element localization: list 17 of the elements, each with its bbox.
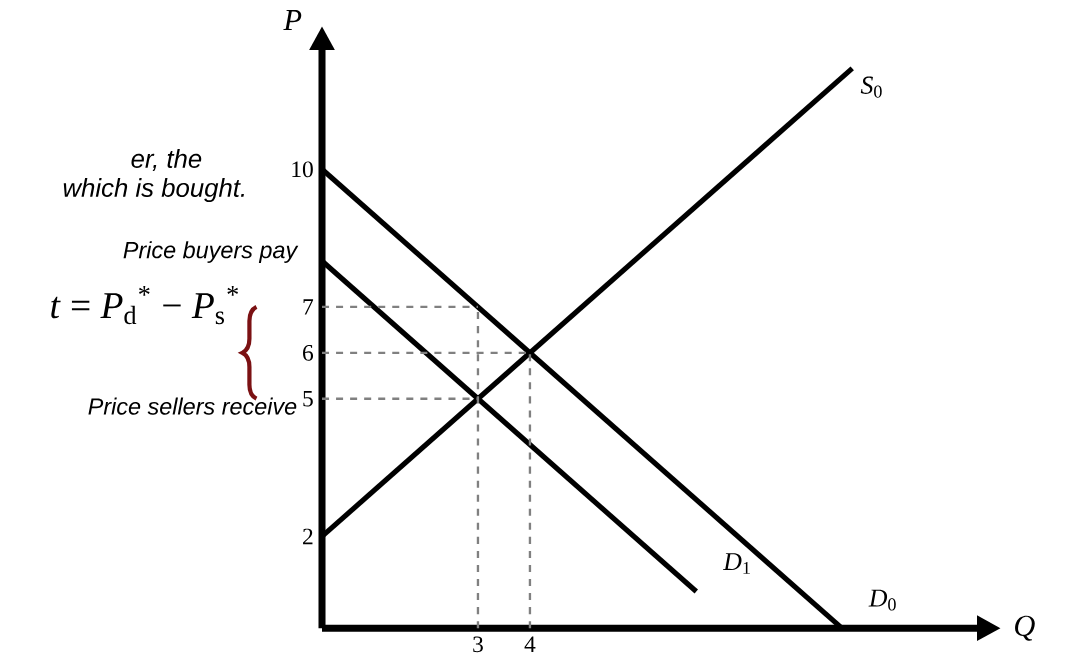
text: which is bought. [63, 177, 244, 202]
text: Price buyers pay [123, 241, 299, 263]
series-label: D$_{1}$ [723, 553, 750, 574]
y-tick-label: 6 [303, 344, 314, 361]
x-tick-label: 4 [524, 636, 536, 652]
x-axis-title: Q [1015, 615, 1035, 641]
x-tick-label: 3 [473, 636, 483, 653]
text: Price sellers receive [88, 397, 297, 415]
y-tick-label: 7 [303, 299, 314, 315]
text: t = P$_{d}$$^{*}$ − P$_{s}$* [51, 285, 238, 325]
y-tick-label: 2 [303, 528, 313, 545]
y-tick-label: 10 [292, 161, 313, 178]
series-label: D$_{0}$ [868, 589, 896, 611]
y-tick-label: 5 [303, 390, 313, 407]
text: er, the [131, 148, 202, 171]
series-label: S$_{0}$ [860, 76, 882, 98]
y-axis-title: P [283, 9, 302, 30]
